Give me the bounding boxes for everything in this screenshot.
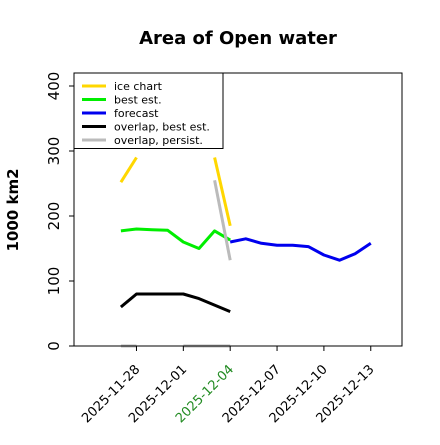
y-tick-label: 200 bbox=[45, 202, 63, 231]
legend-label-best-est: best est. bbox=[114, 94, 162, 107]
series-line-forecast-0 bbox=[230, 239, 371, 260]
series-line-overlap-best-est-0 bbox=[121, 294, 230, 312]
y-tick-label: 0 bbox=[45, 341, 63, 351]
plot-lines bbox=[121, 157, 371, 346]
legend-label-forecast: forecast bbox=[114, 107, 159, 120]
y-tick-label: 300 bbox=[45, 137, 63, 166]
y-tick-label: 400 bbox=[45, 72, 63, 101]
y-tick-label: 100 bbox=[45, 267, 63, 296]
chart-title: Area of Open water bbox=[139, 28, 337, 49]
y-axis-label: 1000 km2 bbox=[4, 168, 22, 251]
series-line-best-est-0 bbox=[121, 229, 230, 249]
legend-label-overlap-best-est: overlap, best est. bbox=[114, 121, 210, 134]
y-axis-ticks: 0 100 200 300 400 bbox=[45, 72, 74, 351]
series-line-ice-chart-0 bbox=[121, 158, 137, 183]
legend-label-overlap-persist: overlap, persist. bbox=[114, 134, 203, 147]
legend-label-ice-chart: ice chart bbox=[114, 80, 163, 93]
x-axis-ticks: 2025-11-282025-12-012025-12-042025-12-07… bbox=[79, 346, 377, 426]
